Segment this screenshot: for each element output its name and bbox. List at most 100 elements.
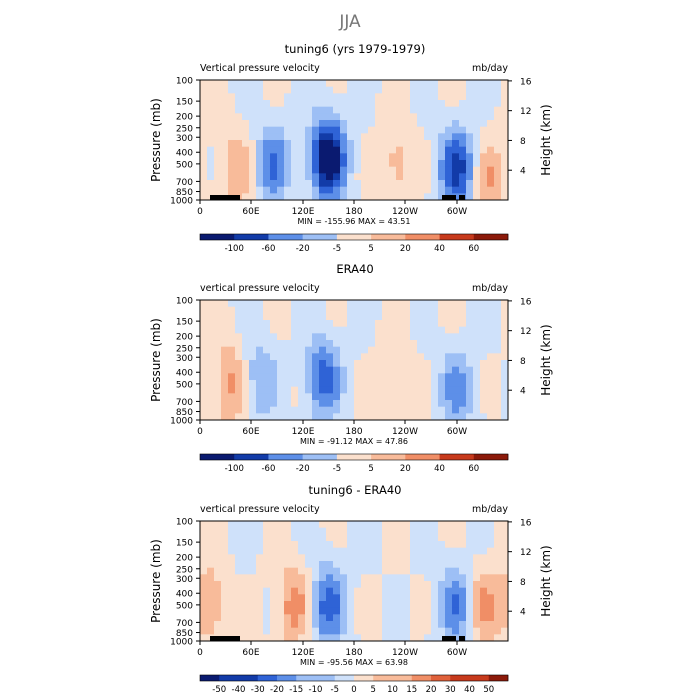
heatmap-cell [340,554,348,562]
heatmap-cell [354,561,362,569]
heatmap-cell [417,601,425,609]
heatmap-cell [480,541,488,549]
heatmap-cell [389,527,397,535]
heatmap-cell [221,306,229,314]
heatmap-cell [333,100,341,108]
heatmap-cell [410,166,418,174]
heatmap-cell [375,373,383,381]
heatmap-cell [424,380,432,388]
heatmap-cell [494,614,502,622]
heatmap-cell [368,133,376,141]
heatmap-cell [249,186,257,194]
y-axis-title: Pressure (mb) [149,539,163,623]
heatmap-cell [361,166,369,174]
heatmap-cell [466,173,474,181]
heatmap-cell [235,320,243,328]
heatmap-cell [494,380,502,388]
heatmap-cell [312,614,320,622]
heatmap-cell [480,561,488,569]
heatmap-cell [396,406,404,414]
heatmap-cell [221,527,229,535]
heatmap-cell [242,601,250,609]
heatmap-cell [473,126,481,134]
heatmap-cell [319,326,327,334]
y-tick-label: 250 [176,344,193,354]
heatmap-cell [319,186,327,194]
heatmap-cell [480,534,488,542]
heatmap-cell [242,300,250,308]
heatmap-cell [494,621,502,629]
heatmap-cell [326,587,334,595]
heatmap-cell [487,406,495,414]
heatmap-cell [319,353,327,361]
heatmap-cell [263,373,271,381]
heatmap-cell [242,320,250,328]
heatmap-cell [333,386,341,394]
heatmap-cell [452,366,460,374]
heatmap-cell [452,146,460,154]
heatmap-cell [431,326,439,334]
heatmap-cell [207,306,215,314]
heatmap-cell [214,527,222,535]
heatmap-cell [277,614,285,622]
heatmap-cell [445,601,453,609]
heatmap-cell [494,80,502,88]
heatmap-cell [438,413,446,421]
heatmap-cell [298,567,306,575]
heatmap-cell [235,373,243,381]
heatmap-cell [375,614,383,622]
heatmap-cell [312,186,320,194]
heatmap-cell [284,406,292,414]
heatmap-cell [214,313,222,321]
heatmap-cell [389,160,397,168]
heatmap-cell [396,300,404,308]
heatmap-cell [480,527,488,535]
heatmap-cell [438,300,446,308]
heatmap-cell [382,587,390,595]
heatmap-cell [473,100,481,108]
heatmap-cell [312,534,320,542]
heatmap-cell [305,601,313,609]
heatmap-cell [263,106,271,114]
heatmap-cell [270,180,278,188]
land-mask [459,195,465,200]
heatmap-cell [389,333,397,341]
heatmap-cell [221,627,229,635]
heatmap-cell [214,601,222,609]
heatmap-cell [305,554,313,562]
heatmap-cell [382,80,390,88]
heatmap-cell [354,193,362,201]
heatmap-cell [249,554,257,562]
heatmap-cell [389,120,397,128]
heatmap-cell [347,547,355,555]
heatmap-cell [480,340,488,348]
heatmap-cell [361,140,369,148]
heatmap-cell [256,366,264,374]
heatmap-cell [347,554,355,562]
heatmap-cell [242,561,250,569]
heatmap-cell [319,300,327,308]
heatmap-cell [207,587,215,595]
heatmap-cell [242,594,250,602]
heatmap-cell [347,180,355,188]
heatmap-cell [431,393,439,401]
heatmap-cell [368,554,376,562]
heatmap-cell [424,366,432,374]
heatmap-cell [319,133,327,141]
colorbar-label: 40 [434,244,445,254]
heatmap-cell [284,521,292,529]
heatmap-cell [270,80,278,88]
heatmap-cell [424,634,432,642]
heatmap-cell [382,360,390,368]
heatmap-cell [340,126,348,134]
heatmap-cell [242,86,250,94]
heatmap-cell [333,587,341,595]
heatmap-cell [284,126,292,134]
heatmap-cell [452,360,460,368]
heatmap-cell [214,153,222,161]
heatmap-cell [256,320,264,328]
heatmap-cell [445,574,453,582]
heatmap-cell [340,180,348,188]
heatmap-cell [305,574,313,582]
heatmap-cell [368,380,376,388]
